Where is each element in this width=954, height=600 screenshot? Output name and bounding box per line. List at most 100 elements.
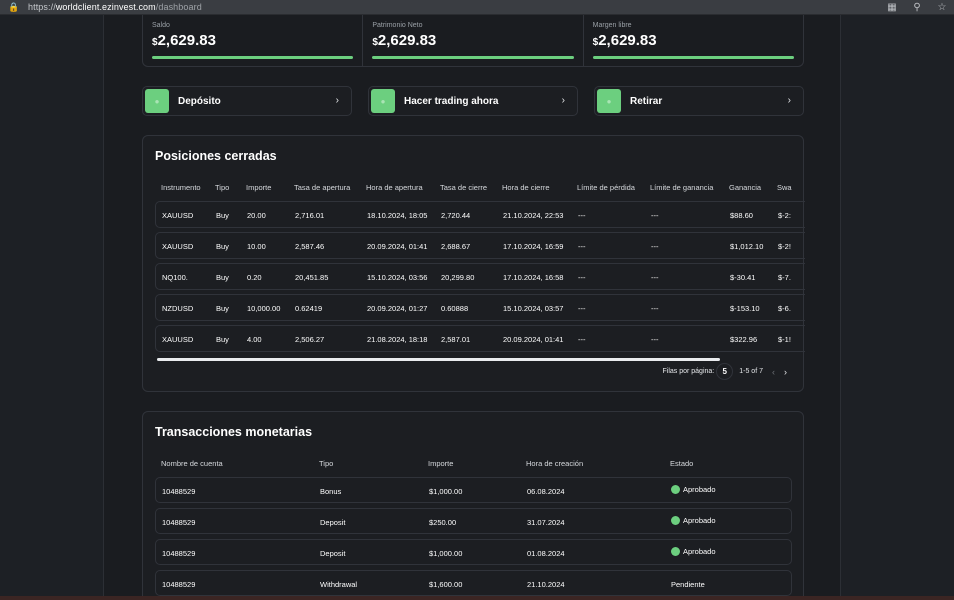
stop-loss-cell: --- xyxy=(578,335,586,344)
table-row[interactable]: 10488529 Deposit $250.00 31.07.2024 Apro… xyxy=(155,508,792,534)
status-badge: Aprobado xyxy=(671,485,716,494)
column-header[interactable]: Estado xyxy=(670,459,694,468)
balance-value: $2,629.83 xyxy=(372,32,437,49)
created-time-cell: 21.10.2024 xyxy=(527,580,565,589)
column-header[interactable]: Importe xyxy=(428,459,454,468)
column-header[interactable]: Nombre de cuenta xyxy=(161,459,223,468)
instrument-cell: NQ100. xyxy=(162,273,188,282)
table-row[interactable]: XAUUSD Buy 20.00 2,716.01 18.10.2024, 18… xyxy=(155,201,805,228)
chevron-right-icon[interactable]: › xyxy=(784,366,787,377)
take-profit-cell: --- xyxy=(651,304,659,313)
chevron-right-icon: › xyxy=(335,95,339,106)
balance-progress-bar xyxy=(592,56,794,59)
account-cell: 10488529 xyxy=(162,518,196,527)
type-cell: Deposit xyxy=(320,549,346,558)
close-rate-cell: 2,587.01 xyxy=(441,335,471,344)
balance-progress-bar xyxy=(152,56,354,59)
deposit-button[interactable]: ● Depósito › xyxy=(142,86,352,116)
instrument-cell: XAUUSD xyxy=(162,335,194,344)
transactions-title: Transacciones monetarias xyxy=(155,425,313,439)
profit-cell: $88.60 xyxy=(730,211,753,220)
profit-cell: $1,012.10 xyxy=(730,242,764,251)
swap-cell: $-2! xyxy=(778,242,791,251)
table-row[interactable]: NZDUSD Buy 10,000.00 0.62419 20.09.2024,… xyxy=(155,294,805,321)
column-header[interactable]: Hora de apertura xyxy=(366,183,423,192)
url-text[interactable]: https://worldclient.ezinvest.com/dashboa… xyxy=(28,2,202,12)
closed-positions-panel: Posiciones cerradas Instrumento Tipo Imp… xyxy=(142,135,805,392)
reader-mode-icon[interactable]: ▦ xyxy=(887,2,897,13)
column-header[interactable]: Límite de ganancia xyxy=(650,183,714,192)
table-row[interactable]: 10488529 Bonus $1,000.00 06.08.2024 Apro… xyxy=(155,477,792,503)
open-rate-cell: 2,506.27 xyxy=(295,335,325,344)
deposit-button-label: Depósito xyxy=(178,95,221,107)
type-cell: Buy xyxy=(216,242,229,251)
status-badge: Aprobado xyxy=(671,547,716,556)
column-header[interactable]: Tipo xyxy=(319,459,334,468)
column-header[interactable]: Hora de creación xyxy=(526,459,584,468)
type-cell: Deposit xyxy=(320,518,346,527)
column-header[interactable]: Tasa de apertura xyxy=(294,183,351,192)
table-row[interactable]: 10488529 Deposit $1,000.00 01.08.2024 Ap… xyxy=(155,539,792,565)
withdraw-button[interactable]: ● Retirar › xyxy=(594,86,804,116)
close-rate-cell: 20,299.80 xyxy=(441,273,475,282)
balance-card-saldo: Saldo $2,629.83 xyxy=(143,15,364,66)
table-row[interactable]: NQ100. Buy 0.20 20,451.85 15.10.2024, 03… xyxy=(155,263,805,290)
swap-cell: $-6. xyxy=(778,304,791,313)
table-row[interactable]: XAUUSD Buy 4.00 2,506.27 21.08.2024, 18:… xyxy=(155,325,805,352)
trade-icon: ● xyxy=(371,89,395,113)
column-divider-left xyxy=(103,15,104,600)
column-header[interactable]: Ganancia xyxy=(729,183,762,192)
horizontal-scrollbar[interactable] xyxy=(157,358,720,361)
balance-card-margen: Margen libre $2,629.83 xyxy=(584,15,803,66)
column-divider-right xyxy=(840,15,841,600)
type-cell: Withdrawal xyxy=(320,580,358,589)
trade-now-button-label: Hacer trading ahora xyxy=(404,95,499,107)
zoom-icon[interactable]: ⚲ xyxy=(913,2,921,13)
close-rate-cell: 2,688.67 xyxy=(441,242,471,251)
close-time-cell: 15.10.2024, 03:57 xyxy=(503,304,564,313)
table-row[interactable]: 10488529 Withdrawal $1,600.00 21.10.2024… xyxy=(155,570,792,596)
type-cell: Buy xyxy=(216,273,229,282)
open-time-cell: 15.10.2024, 03:56 xyxy=(367,273,428,282)
take-profit-cell: --- xyxy=(651,335,659,344)
balance-value: $2,629.83 xyxy=(592,32,657,49)
take-profit-cell: --- xyxy=(651,211,659,220)
column-header[interactable]: Instrumento xyxy=(161,183,201,192)
rows-per-page-select[interactable]: 5 xyxy=(716,363,734,380)
created-time-cell: 06.08.2024 xyxy=(527,487,565,496)
balance-label: Margen libre xyxy=(592,22,632,29)
type-cell: Buy xyxy=(216,304,229,313)
trade-now-button[interactable]: ● Hacer trading ahora › xyxy=(368,86,578,116)
column-header[interactable]: Límite de pérdida xyxy=(577,183,635,192)
status-dot-icon xyxy=(671,516,680,525)
close-time-cell: 21.10.2024, 22:53 xyxy=(503,211,564,220)
column-header[interactable]: Swa xyxy=(777,183,792,192)
column-header[interactable]: Importe xyxy=(246,183,272,192)
browser-address-bar[interactable]: 🔒 https://worldclient.ezinvest.com/dashb… xyxy=(0,0,954,15)
created-time-cell: 31.07.2024 xyxy=(527,518,565,527)
account-cell: 10488529 xyxy=(162,487,196,496)
transactions-panel: Transacciones monetarias Nombre de cuent… xyxy=(142,411,804,600)
column-header[interactable]: Hora de cierre xyxy=(502,183,550,192)
swap-cell: $-7. xyxy=(778,273,791,282)
open-time-cell: 20.09.2024, 01:27 xyxy=(367,304,428,313)
close-time-cell: 17.10.2024, 16:59 xyxy=(503,242,564,251)
quick-actions: ● Depósito › ● Hacer trading ahora › ● R… xyxy=(142,86,804,116)
bookmark-star-icon[interactable]: ☆ xyxy=(937,2,947,13)
amount-cell: 20.00 xyxy=(247,211,266,220)
status-badge: Pendiente xyxy=(671,580,705,589)
table-row[interactable]: XAUUSD Buy 10.00 2,587.46 20.09.2024, 01… xyxy=(155,232,805,259)
pagination: Filas por página: 5 1-5 of 7 ‹ › xyxy=(662,363,787,380)
amount-cell: $250.00 xyxy=(429,518,457,527)
closed-positions-header: Instrumento Tipo Importe Tasa de apertur… xyxy=(143,183,805,193)
window-bottom-edge xyxy=(0,596,954,600)
chevron-left-icon[interactable]: ‹ xyxy=(772,366,775,377)
deposit-icon: ● xyxy=(145,89,169,113)
open-rate-cell: 0.62419 xyxy=(295,304,323,313)
column-header[interactable]: Tasa de cierre xyxy=(440,183,488,192)
open-time-cell: 18.10.2024, 18:05 xyxy=(367,211,428,220)
stop-loss-cell: --- xyxy=(578,211,586,220)
swap-cell: $-2: xyxy=(778,211,791,220)
column-header[interactable]: Tipo xyxy=(215,183,230,192)
type-cell: Buy xyxy=(216,211,229,220)
